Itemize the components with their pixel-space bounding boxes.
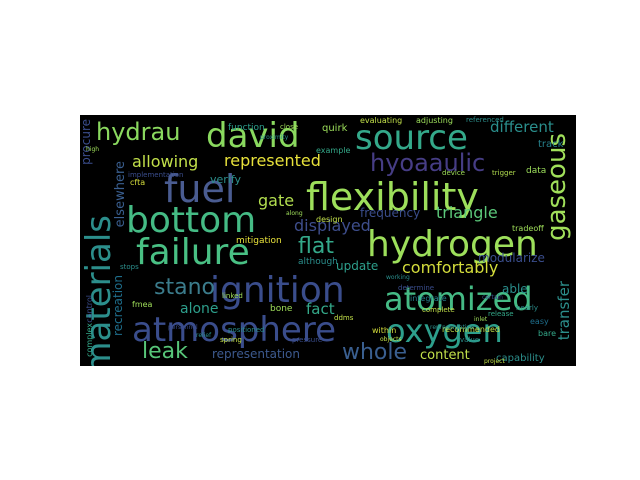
word-within: within (372, 326, 397, 335)
word-elsewhere: elsewhere (113, 161, 128, 228)
word-stano: stano (154, 275, 215, 300)
word-spring: spring (220, 336, 242, 344)
word-triangle: triangle (436, 203, 498, 222)
word-recommended: recommended (442, 325, 500, 334)
word-atomized: atomized (384, 280, 533, 318)
word-capability: capability (496, 353, 545, 364)
word-device: device (442, 169, 465, 177)
word-bone: bone (270, 304, 293, 314)
word-easy: easy (530, 317, 549, 326)
word-bare: bare (538, 329, 557, 338)
word-represented: represented (224, 151, 321, 170)
word-displayed: displayed (294, 216, 371, 235)
word-adjusting: adjusting (416, 116, 453, 125)
word-positioned: positioned (228, 326, 265, 334)
word-ignition: ignition (210, 270, 345, 311)
word-referenced: referenced (466, 116, 504, 124)
word-comfortably: comfortably (402, 258, 499, 277)
word-determine: determine (398, 284, 435, 292)
word-hyoaaulic: hyoaaulic (370, 149, 486, 177)
word-bottom: bottom (126, 200, 257, 241)
word-fuel: fuel (164, 167, 236, 211)
word-close: close (280, 123, 299, 131)
word-able: able (502, 282, 528, 296)
word-personnel: personnel (168, 324, 198, 331)
word-certain: certain (482, 294, 503, 301)
word-design: design (316, 215, 343, 224)
word-complete: complete (422, 306, 455, 314)
word-proximity: proximity (260, 134, 289, 141)
word-implementation: implementation (128, 171, 184, 179)
word-fact: fact (306, 300, 335, 318)
word-content: content (420, 348, 470, 363)
word-trigger: trigger (492, 169, 516, 177)
word-control: control (85, 295, 94, 323)
word-flat: flat (298, 234, 334, 259)
word-complex: complex (85, 323, 94, 357)
word-inlet: inlet (474, 316, 488, 323)
word-oxygen: oxygen (386, 312, 503, 350)
word-alone: alone (180, 301, 219, 317)
word-modularize: modularize (478, 251, 545, 265)
word-recreation: recreation (111, 275, 125, 337)
word-hydrogen: hydrogen (367, 224, 538, 265)
word-tradeoff: tradeoff (512, 224, 544, 233)
word-high: high (86, 146, 100, 153)
word-allowing: allowing (132, 152, 199, 171)
word-david: david (206, 116, 300, 156)
word-hydrau: hydrau (96, 118, 181, 146)
word-frequency: frequency (360, 206, 421, 220)
word-pressure: pressure (292, 336, 323, 344)
word-although: although (298, 257, 338, 267)
word-procure: procure (80, 119, 93, 165)
word-whole: whole (342, 340, 408, 365)
word-stops: stops (120, 263, 139, 271)
word-data: data (526, 166, 547, 176)
word-release: release (488, 310, 514, 318)
word-function: function (228, 123, 265, 133)
word-atmosphere: atmosphere (132, 310, 336, 350)
word-different: different (490, 118, 554, 136)
word-track: track (538, 139, 564, 150)
word-cfta: cfta (130, 178, 146, 187)
word-ddms: ddms (334, 314, 354, 322)
word-nearly: nearly (516, 304, 538, 312)
word-verify: verify (210, 173, 242, 186)
word-source: source (355, 118, 468, 158)
word-representative: representative (430, 324, 474, 331)
word-linked: linked (222, 292, 243, 300)
word-cloud: flexibility hydrogen atomized oxygen atm… (80, 115, 576, 366)
word-working: working (386, 274, 410, 281)
word-update: update (336, 259, 379, 273)
word-quirk: quirk (322, 123, 348, 134)
word-fmea: fmea (132, 300, 153, 309)
word-transfer: transfer (555, 281, 573, 341)
word-relief: relief (196, 332, 212, 339)
word-objects: objects (380, 336, 402, 343)
word-example: example (316, 146, 351, 155)
word-along: along (286, 210, 303, 217)
word-evaluating: evaluating (360, 116, 403, 125)
word-failure: failure (136, 232, 250, 273)
word-value: value (460, 336, 480, 344)
word-gate: gate (258, 191, 295, 210)
word-leak: leak (142, 339, 188, 364)
word-flexibility: flexibility (306, 175, 479, 219)
word-project: project (484, 358, 505, 365)
word-representation: representation (212, 347, 301, 361)
word-mitigation: mitigation (236, 236, 282, 246)
word-integrate: integrate (410, 294, 447, 303)
